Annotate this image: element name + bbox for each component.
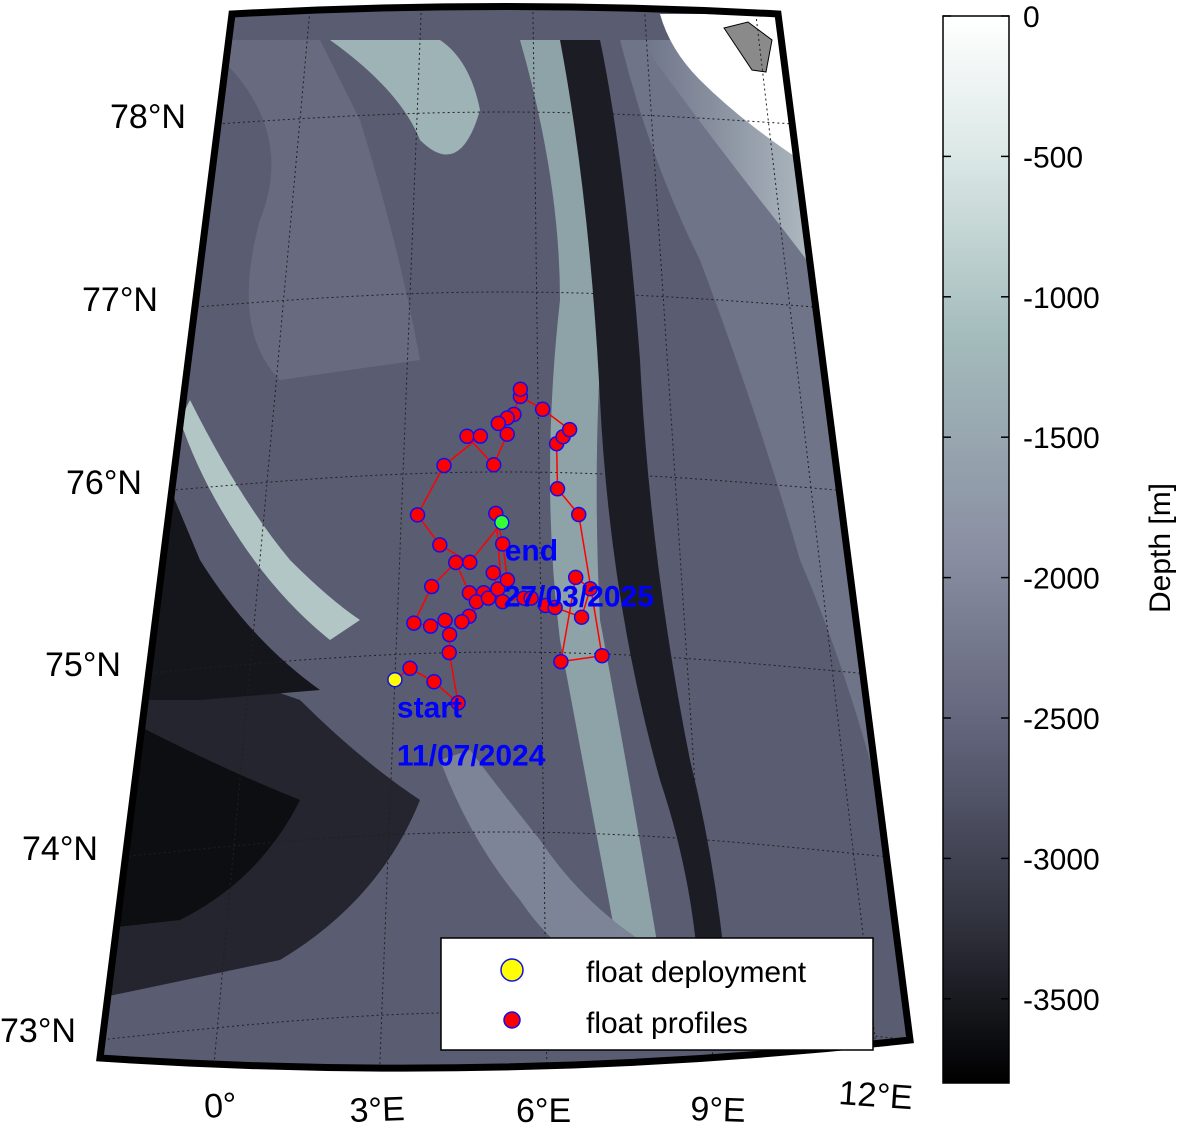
float-profile-marker [447, 554, 464, 571]
float-profile-marker [450, 695, 466, 711]
float-track-layer [387, 381, 610, 711]
float-profile-marker [462, 554, 478, 571]
parallel-line [100, 831, 910, 870]
float-profile-marker [494, 536, 511, 552]
float-profile-marker [454, 614, 470, 630]
float-profile-marker [570, 506, 587, 523]
lon-label-3e: 3°E [349, 1090, 405, 1130]
float-profile-marker [423, 578, 440, 595]
float-profile-marker [485, 457, 502, 473]
parallel-line [100, 1011, 910, 1054]
colorbar-tick-label: -2000 [1023, 563, 1100, 596]
lon-label-6e: 6°E [516, 1092, 571, 1130]
colorbar-tick-label: -1500 [1023, 422, 1100, 455]
lat-label-74: 74°N [22, 830, 98, 868]
float-profile-marker [459, 428, 475, 445]
lon-label-12e: 12°E [837, 1074, 914, 1117]
float-deployment-marker [387, 671, 403, 688]
float-profile-marker [437, 612, 453, 629]
float-profile-marker [490, 415, 507, 432]
meridian-line [746, 6, 886, 1069]
float-profile-marker [406, 615, 422, 631]
float-profile-marker [499, 572, 516, 588]
colorbar-gradient [942, 15, 1010, 1084]
float-profile-marker [422, 618, 439, 634]
lat-label-75: 75°N [45, 646, 121, 684]
legend: float deployment float profiles [440, 937, 874, 1051]
colorbar: 0 -500 -1000 -1500 -2000 -2500 -3000 -3500 Dept… [942, 1, 1177, 1084]
float-profile-marker [582, 580, 598, 597]
float-profile-marker [573, 609, 590, 625]
float-profile-marker [441, 626, 458, 643]
float-profile-marker [402, 660, 418, 677]
float-profile-marker [594, 647, 610, 664]
float-profile-marker [472, 428, 489, 444]
latitude-labels: 78°N 77°N 76°N 75°N 74°N 73°N [0, 98, 186, 1050]
float-profile-marker [441, 644, 457, 661]
end-label: end [505, 534, 558, 567]
legend-profiles-label: float profiles [586, 1007, 748, 1040]
float-profile-marker [547, 599, 563, 616]
float-profile-marker [485, 565, 501, 581]
float-profile-marker [432, 537, 448, 553]
longitude-labels: 0° 3°E 6°E 9°E 12°E [203, 1074, 914, 1130]
float-profile-marker [523, 590, 539, 606]
float-profile-marker [534, 401, 551, 418]
legend-deployment-label: float deployment [586, 956, 807, 989]
end-date: 27/03/2025 [504, 580, 654, 613]
lon-label-0: 0° [203, 1086, 238, 1126]
meridian-line [639, 6, 717, 1069]
start-label: start [397, 692, 462, 725]
float-profile-marker [553, 653, 569, 670]
parallel-line [182, 111, 886, 131]
float-profile-marker [480, 590, 497, 606]
colorbar-tick-label: -3000 [1023, 843, 1100, 876]
land-svalbard [723, 21, 773, 73]
colorbar-tick-label: -500 [1023, 141, 1083, 174]
float-profile-marker [436, 457, 452, 474]
float-profile-marker [426, 674, 442, 690]
lon-label-9e: 9°E [690, 1090, 746, 1130]
legend-profiles-marker [503, 1011, 521, 1029]
colorbar-ticks: 0 -500 -1000 -1500 -2000 -2500 -3000 -3500 [943, 1, 1100, 1017]
lat-label-77: 77°N [82, 281, 158, 319]
float-end-marker [494, 514, 510, 531]
float-profile-marker [512, 381, 529, 397]
meridian-line [377, 6, 425, 1069]
legend-box [440, 937, 874, 1051]
lat-label-78: 78°N [110, 98, 186, 136]
parallel-line [156, 291, 910, 315]
meridian-line [531, 6, 548, 1069]
float-profile-marker [561, 421, 578, 438]
colorbar-tick-label: 0 [1023, 1, 1040, 34]
lat-label-73: 73°N [0, 1012, 76, 1050]
lat-label-76: 76°N [66, 464, 142, 502]
colorbar-tick-label: -3500 [1023, 984, 1100, 1017]
start-date: 11/07/2024 [397, 740, 546, 773]
colorbar-label: Depth [m] [1144, 483, 1177, 613]
float-profile-marker [567, 569, 584, 586]
parallel-line [104, 651, 910, 685]
float-profile-marker [409, 507, 426, 523]
colorbar-tick-label: -2500 [1023, 703, 1100, 736]
parallel-line [130, 471, 910, 500]
annotations: start 11/07/2024 end 27/03/2025 [397, 534, 654, 772]
float-profile-marker [499, 426, 515, 442]
colorbar-tick-label: -1000 [1023, 282, 1100, 315]
legend-deployment-marker [500, 958, 524, 982]
float-profile-marker [494, 593, 511, 610]
float-profile-marker [549, 481, 566, 497]
